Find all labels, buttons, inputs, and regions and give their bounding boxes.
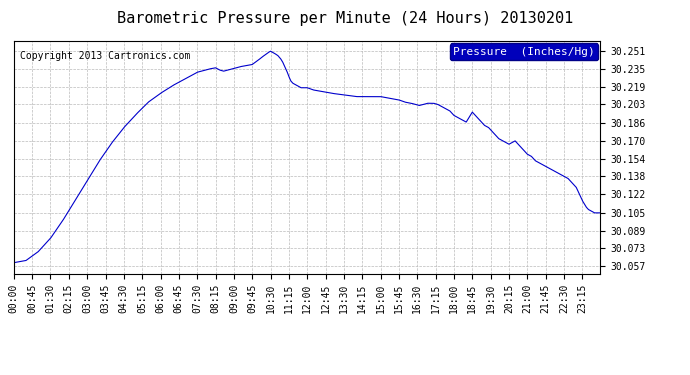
Legend: Pressure  (Inches/Hg): Pressure (Inches/Hg) bbox=[450, 44, 598, 60]
Text: Barometric Pressure per Minute (24 Hours) 20130201: Barometric Pressure per Minute (24 Hours… bbox=[117, 11, 573, 26]
Text: Copyright 2013 Cartronics.com: Copyright 2013 Cartronics.com bbox=[19, 51, 190, 60]
